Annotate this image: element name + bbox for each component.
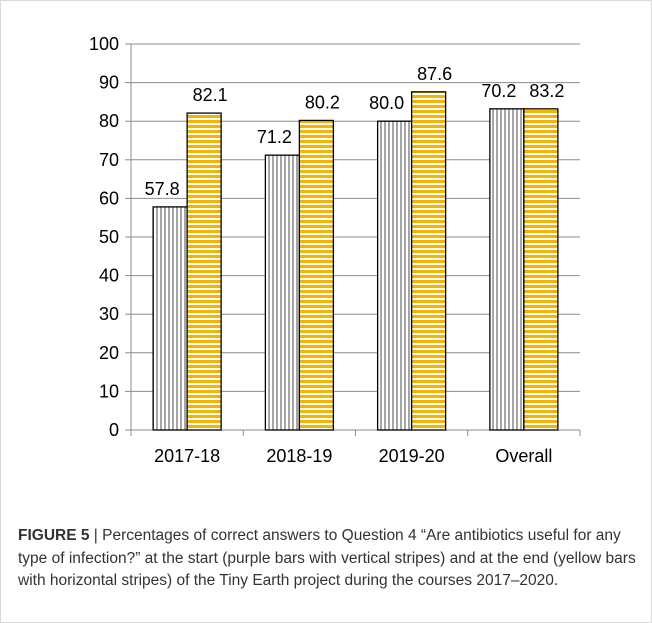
- y-tick-label: 80: [99, 111, 119, 131]
- bar-end: [410, 91, 447, 431]
- y-tick-label: 100: [89, 34, 119, 54]
- data-label: 83.2: [529, 81, 564, 101]
- bar-start: [376, 120, 413, 431]
- y-tick-label: 90: [99, 73, 119, 93]
- x-tick-label: 2018-19: [266, 446, 332, 466]
- bar-end: [298, 119, 335, 431]
- y-tick-label: 60: [99, 188, 119, 208]
- bar-end: [523, 108, 559, 431]
- figure-caption: FIGURE 5 | Percentages of correct answer…: [18, 525, 638, 593]
- bar-start: [152, 206, 188, 431]
- data-labels: 57.8 82.1 71.2 80.2 80.0 87.6 70.2 83.2: [145, 64, 565, 199]
- data-label: 80.0: [369, 93, 404, 113]
- bar-chart: 0 10 20 30 40 50 60 70 80 90 100 57.8 82.1 71.2 80.2 8…: [89, 34, 581, 466]
- data-label: 71.2: [257, 127, 292, 147]
- bar-group: [152, 91, 559, 431]
- x-tick-label: 2017-18: [154, 446, 220, 466]
- bar-start: [264, 154, 301, 431]
- data-label: 57.8: [145, 179, 180, 199]
- y-axis: 0 10 20 30 40 50 60 70 80 90 100: [89, 34, 132, 440]
- caption-separator: |: [93, 527, 98, 544]
- bar-end: [186, 112, 222, 431]
- data-label: 70.2: [481, 81, 516, 101]
- x-axis: 2017-18 2018-19 2019-20 Overall: [130, 430, 581, 466]
- y-tick-label: 40: [99, 266, 119, 286]
- y-tick-label: 30: [99, 304, 119, 324]
- figure-label: FIGURE 5: [18, 527, 90, 544]
- caption-text: Percentages of correct answers to Questi…: [18, 527, 636, 589]
- data-label: 80.2: [305, 92, 340, 112]
- y-tick-label: 50: [99, 227, 119, 247]
- data-label: 82.1: [193, 85, 228, 105]
- data-label: 87.6: [417, 64, 452, 84]
- y-tick-label: 70: [99, 150, 119, 170]
- bar-start: [489, 108, 525, 431]
- x-tick-label: 2019-20: [379, 446, 445, 466]
- y-tick-label: 10: [99, 381, 119, 401]
- x-tick-label: Overall: [495, 446, 552, 466]
- y-tick-label: 20: [99, 343, 119, 363]
- y-tick-label: 0: [109, 420, 119, 440]
